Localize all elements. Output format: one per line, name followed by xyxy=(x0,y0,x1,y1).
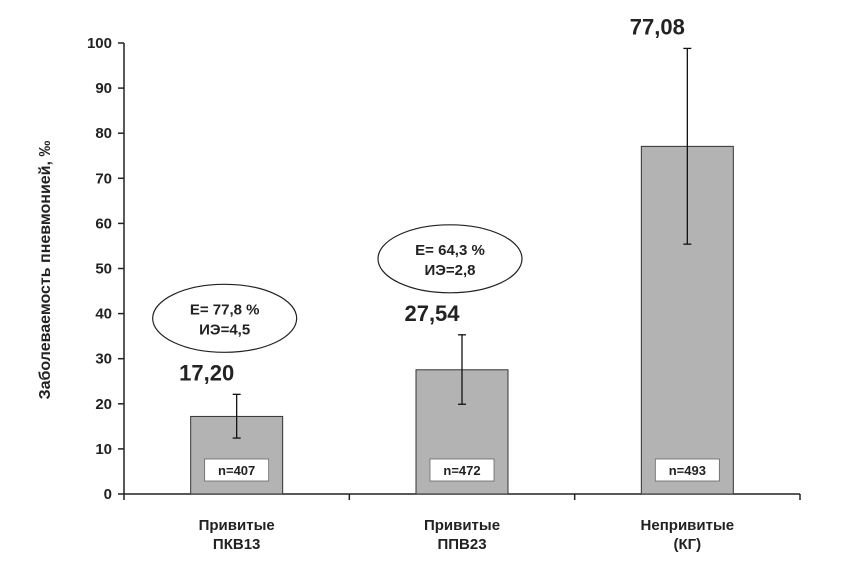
x-tick-label: Привитые xyxy=(199,517,275,534)
annotation-text: E= 64,3 % xyxy=(415,242,485,259)
y-tick-label: 70 xyxy=(95,170,112,187)
x-tick-label: (КГ) xyxy=(674,536,702,553)
n-label: n=472 xyxy=(443,463,480,478)
data-label: 17,20 xyxy=(179,360,234,385)
n-label: n=493 xyxy=(669,463,706,478)
y-tick-label: 20 xyxy=(95,396,112,413)
annotation-ellipse xyxy=(152,283,298,353)
y-tick-label: 80 xyxy=(95,125,112,142)
y-tick-label: 90 xyxy=(95,80,112,97)
x-tick-label: Непривитые xyxy=(641,517,735,534)
n-label-box xyxy=(429,458,495,482)
n-label-box xyxy=(204,458,270,482)
y-tick-label: 10 xyxy=(95,441,112,458)
annotation-text: E= 77,8 % xyxy=(190,301,260,318)
y-axis-label: Заболеваемость пневмонией, ‰ xyxy=(37,141,54,400)
y-tick-label: 100 xyxy=(87,35,112,52)
x-tick-label: ПКВ13 xyxy=(213,536,260,553)
x-tick-label: ППВ23 xyxy=(437,536,486,553)
labels: n=407 17,20 Привитые ПКВ13 n=472 27,54 Привиты… xyxy=(152,14,735,553)
y-tick-label: 0 xyxy=(104,486,112,503)
data-label: 77,08 xyxy=(630,14,685,39)
annotation-text: ИЭ=4,5 xyxy=(199,321,250,338)
annotation-ellipse xyxy=(377,224,523,294)
n-label: n=407 xyxy=(218,463,255,478)
y-tick-label: 30 xyxy=(95,351,112,368)
y-tick-label: 50 xyxy=(95,261,112,278)
annotation-text: ИЭ=2,8 xyxy=(424,262,475,279)
n-label-box xyxy=(654,458,720,482)
x-tick-label: Привитые xyxy=(424,517,500,534)
data-label: 27,54 xyxy=(404,301,460,326)
y-tick-label: 40 xyxy=(95,306,112,323)
y-tick-label: 60 xyxy=(95,215,112,232)
